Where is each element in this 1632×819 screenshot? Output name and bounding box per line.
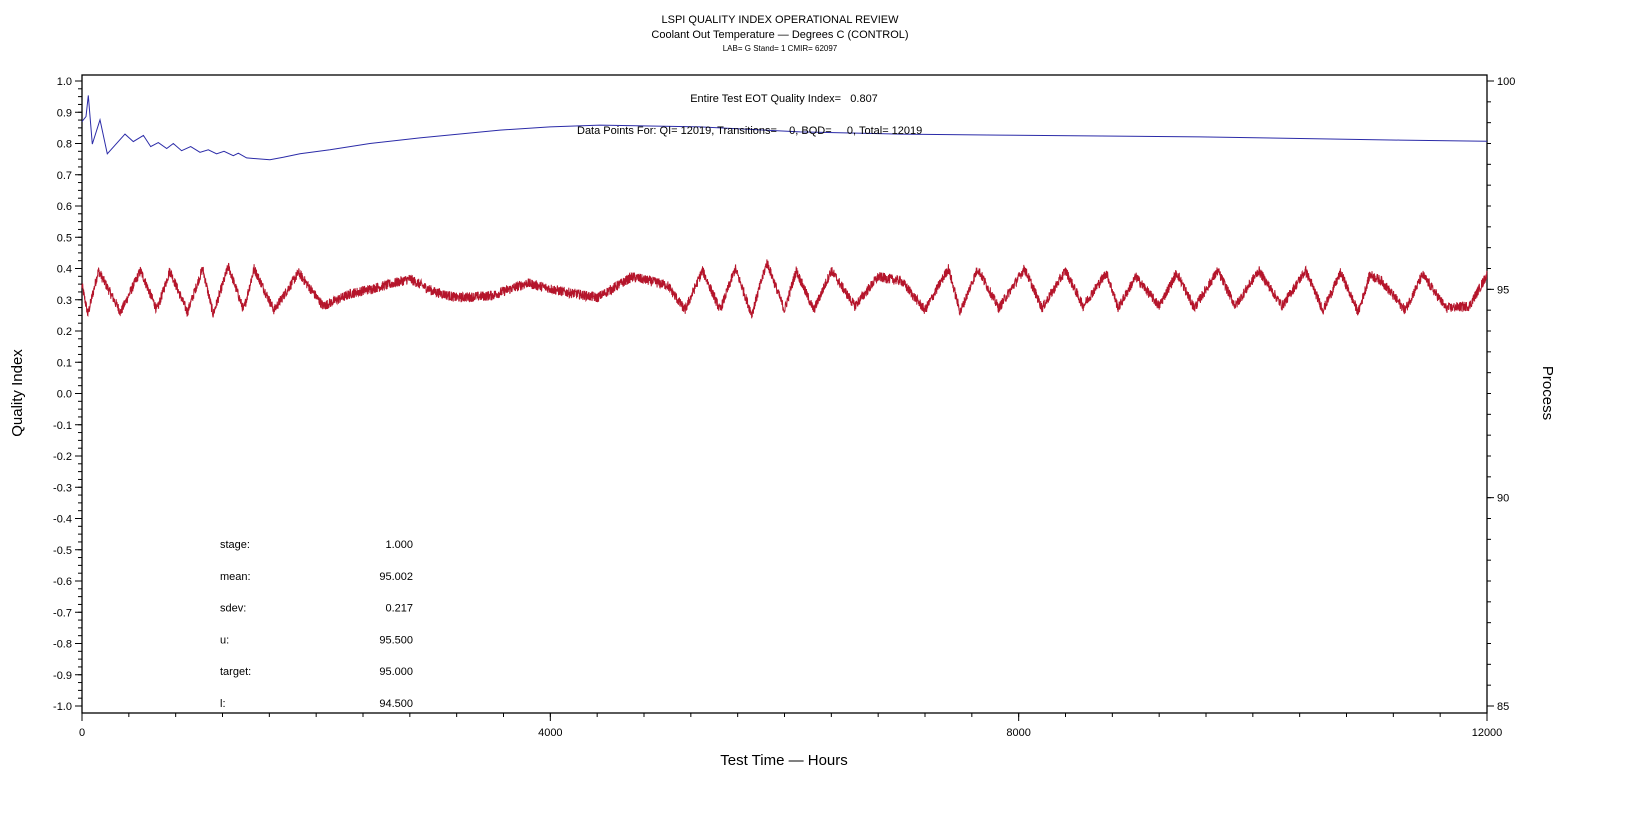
y-tick-label: -0.7 bbox=[53, 607, 72, 619]
y2-axis-label: Process bbox=[1539, 366, 1556, 420]
chart-subtitle-lab: LAB= G Stand= 1 CMIR= 62097 bbox=[723, 44, 838, 53]
plot-border bbox=[81, 74, 1488, 714]
x-axis-label: Test Time — Hours bbox=[720, 752, 848, 769]
y-tick-label: -0.8 bbox=[53, 639, 72, 651]
stat-label: sdev: bbox=[220, 603, 246, 615]
series-layer bbox=[81, 95, 1488, 319]
y-tick-label: 0.2 bbox=[57, 326, 72, 338]
x-tick-label: 12000 bbox=[1472, 727, 1503, 739]
y-tick-label: 0.7 bbox=[57, 170, 72, 182]
stat-value: 0.217 bbox=[385, 603, 413, 615]
y2-tick-label: 100 bbox=[1497, 76, 1515, 88]
x-tick-label: 0 bbox=[79, 727, 85, 739]
stat-value: 94.500 bbox=[379, 698, 413, 710]
plot-frame bbox=[81, 74, 1488, 714]
y-axis-label: Quality Index bbox=[9, 349, 26, 437]
stat-label: l: bbox=[220, 698, 226, 710]
chart-title: LSPI QUALITY INDEX OPERATIONAL REVIEW bbox=[662, 14, 900, 26]
y-tick-label: 0.5 bbox=[57, 232, 72, 244]
stat-label: u: bbox=[220, 634, 229, 646]
y2-tick-label: 95 bbox=[1497, 284, 1509, 296]
y-tick-label: 0.8 bbox=[57, 139, 72, 151]
y-tick-label: 0.3 bbox=[57, 295, 72, 307]
y2-tick-label: 90 bbox=[1497, 493, 1509, 505]
x-tick-label: 8000 bbox=[1006, 727, 1030, 739]
y-tick-label: 1.0 bbox=[57, 76, 72, 88]
y-tick-label: 0.0 bbox=[57, 389, 72, 401]
eot-quality-index-annotation: Entire Test EOT Quality Index= 0.807 bbox=[690, 93, 878, 105]
stat-label: target: bbox=[220, 666, 251, 678]
stat-value: 95.000 bbox=[379, 666, 413, 678]
y-tick-label: -0.5 bbox=[53, 545, 72, 557]
y-tick-label: -1.0 bbox=[53, 701, 72, 713]
y-tick-label: -0.6 bbox=[53, 576, 72, 588]
y-tick-label: -0.1 bbox=[53, 420, 72, 432]
stat-value: 1.000 bbox=[385, 539, 413, 551]
axes-layer: 1.0 0.9 0.8 0.7 0.6 0.5 0.4 0.3 0.2 0.1 0.0 -0.1 -0.… bbox=[53, 76, 1515, 739]
y-tick-label: -0.9 bbox=[53, 670, 72, 682]
y-tick-label: 0.9 bbox=[57, 107, 72, 119]
chart-subtitle: Coolant Out Temperature — Degrees C (CON… bbox=[651, 29, 908, 41]
y-tick-label: -0.2 bbox=[53, 451, 72, 463]
data-points-annotation: Data Points For: QI= 12019, Transitions=… bbox=[577, 125, 922, 137]
stat-label: mean: bbox=[220, 571, 251, 583]
y-tick-label: 0.4 bbox=[57, 264, 72, 276]
y-tick-label: 0.1 bbox=[57, 357, 72, 369]
y2-tick-label: 85 bbox=[1497, 701, 1509, 713]
process-temperature-line bbox=[81, 259, 1488, 319]
quality-index-line bbox=[81, 95, 1488, 161]
y-tick-label: -0.3 bbox=[53, 482, 72, 494]
stat-value: 95.002 bbox=[379, 571, 413, 583]
stats-table: stage: 1.000 mean: 95.002 sdev: 0.217 u: 95.500… bbox=[220, 539, 413, 710]
stat-value: 95.500 bbox=[379, 634, 413, 646]
y-tick-label: -0.4 bbox=[53, 514, 72, 526]
x-tick-label: 4000 bbox=[538, 727, 562, 739]
y-tick-label: 0.6 bbox=[57, 201, 72, 213]
stat-label: stage: bbox=[220, 539, 250, 551]
